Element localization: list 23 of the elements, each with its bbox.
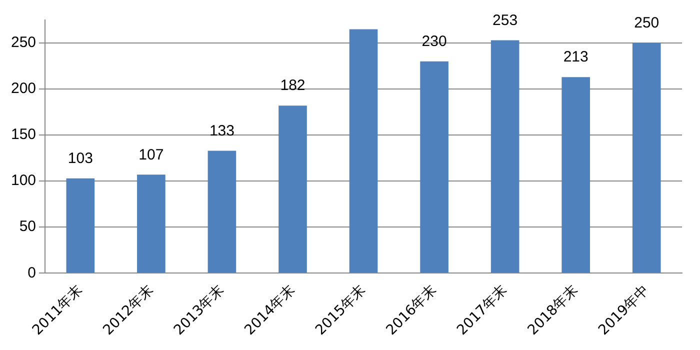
bar: [632, 43, 661, 273]
bar: [137, 174, 166, 273]
data-label: 103: [68, 150, 93, 167]
y-tick-label: 50: [19, 218, 36, 236]
y-tick-label: 200: [10, 80, 36, 98]
y-tick-label: 250: [10, 34, 36, 52]
data-label: 107: [138, 146, 164, 164]
y-tick-label: 100: [10, 172, 36, 190]
bar: [66, 178, 95, 273]
y-tick-label: 0: [28, 264, 36, 282]
data-label: 133: [209, 122, 234, 140]
data-label: 250: [634, 14, 660, 32]
bar: [490, 40, 520, 273]
bar: [562, 77, 590, 273]
data-label: 213: [563, 48, 588, 66]
data-label: 253: [492, 12, 518, 29]
y-tick-label: 150: [10, 126, 36, 144]
data-label: 230: [422, 33, 447, 50]
data-label: 182: [280, 77, 306, 94]
bar: [420, 61, 448, 273]
bar: [349, 29, 378, 273]
bar: [208, 150, 236, 273]
bar: [278, 106, 307, 273]
